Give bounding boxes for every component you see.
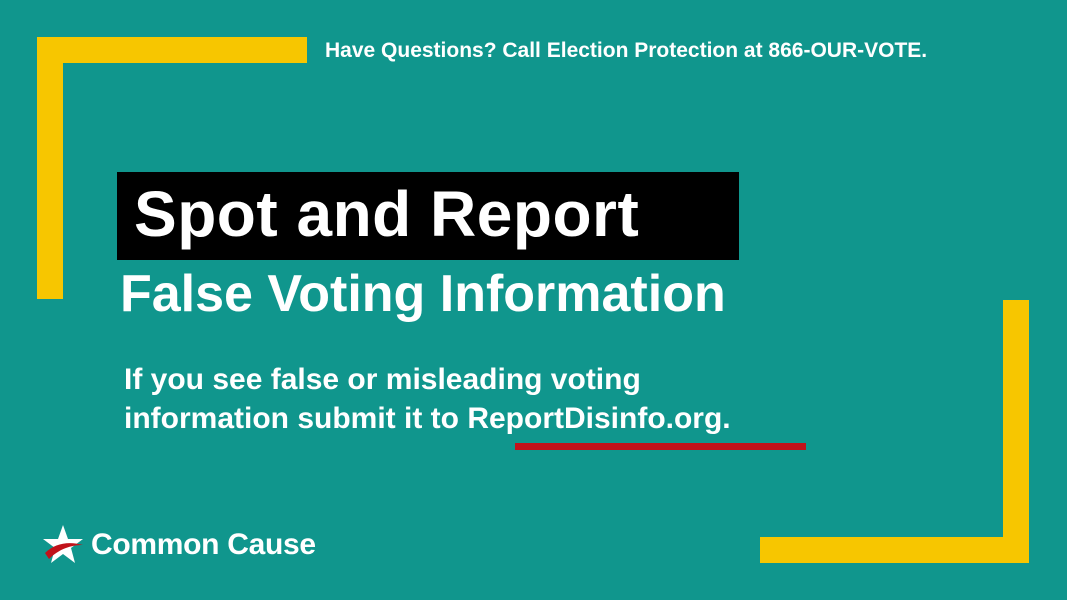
body-text: If you see false or misleading voting in…: [124, 360, 884, 438]
report-disinfo-link[interactable]: ReportDisinfo.org.: [467, 402, 731, 435]
body-line-1: If you see false or misleading voting: [124, 363, 641, 396]
body-line-2: information submit it to ReportDisinfo.o…: [124, 399, 884, 438]
star-swoosh-icon: [43, 523, 85, 567]
bottom-right-bracket-horizontal: [760, 537, 1029, 563]
subheadline: False Voting Information: [120, 265, 726, 323]
body-line-2-prefix: information submit it to: [124, 402, 468, 435]
bottom-right-bracket-vertical: [1003, 300, 1029, 563]
top-left-bracket-vertical: [37, 37, 63, 299]
hotline-text: Have Questions? Call Election Protection…: [325, 39, 928, 62]
common-cause-logo: Common Cause: [43, 520, 316, 570]
link-underline: [515, 443, 806, 450]
headline: Spot and Report: [134, 178, 640, 250]
logo-text: Common Cause: [91, 528, 316, 561]
top-left-bracket-horizontal: [37, 37, 307, 63]
headline-background: [117, 172, 739, 260]
